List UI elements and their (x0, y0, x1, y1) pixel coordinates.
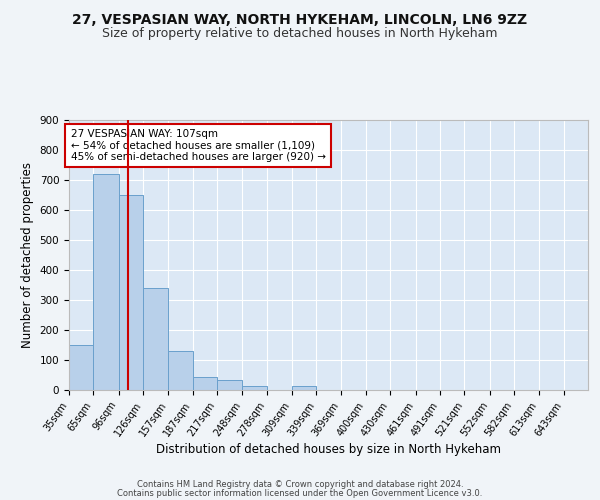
Text: Contains public sector information licensed under the Open Government Licence v3: Contains public sector information licen… (118, 489, 482, 498)
Bar (242, 386, 266, 390)
Text: Contains HM Land Registry data © Crown copyright and database right 2024.: Contains HM Land Registry data © Crown c… (137, 480, 463, 489)
Y-axis label: Number of detached properties: Number of detached properties (21, 162, 34, 348)
Bar (217, 380, 242, 390)
Bar (69, 345, 94, 390)
Bar (168, 351, 193, 390)
Bar (292, 386, 316, 390)
Bar (119, 195, 143, 390)
Text: 27 VESPASIAN WAY: 107sqm
← 54% of detached houses are smaller (1,109)
45% of sem: 27 VESPASIAN WAY: 107sqm ← 54% of detach… (71, 129, 326, 162)
Text: Size of property relative to detached houses in North Hykeham: Size of property relative to detached ho… (102, 28, 498, 40)
X-axis label: Distribution of detached houses by size in North Hykeham: Distribution of detached houses by size … (156, 444, 501, 456)
Text: 27, VESPASIAN WAY, NORTH HYKEHAM, LINCOLN, LN6 9ZZ: 27, VESPASIAN WAY, NORTH HYKEHAM, LINCOL… (73, 12, 527, 26)
Bar (193, 378, 217, 390)
Bar (143, 288, 168, 390)
Bar (94, 174, 119, 390)
